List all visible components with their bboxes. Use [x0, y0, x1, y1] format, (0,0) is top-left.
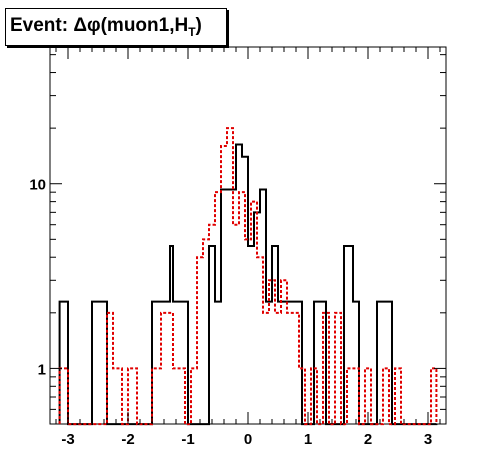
title-subscript: T — [188, 24, 196, 39]
title-box: Event: Δφ(muon1,HT) — [5, 8, 227, 46]
y-tick-label: 1 — [38, 361, 46, 378]
x-tick-label: 1 — [304, 431, 312, 448]
series-dashed-red — [58, 127, 438, 426]
title-close: ) — [195, 15, 202, 36]
chart-title: Event: Δφ(muon1,HT) — [10, 15, 202, 39]
title-main: Event: Δφ(muon1,H — [10, 15, 189, 36]
x-tick-label: 2 — [364, 431, 372, 448]
x-tick-label: 3 — [424, 431, 432, 448]
y-tick-label: 10 — [29, 177, 46, 194]
series-solid-black — [58, 143, 438, 426]
series-layer — [58, 127, 438, 426]
x-tick-label: -3 — [61, 431, 74, 448]
axis-layer: -3 -2 -1 0 1 2 3 1 10 — [29, 47, 446, 448]
x-tick-label: 0 — [244, 431, 252, 448]
x-tick-label: -2 — [121, 431, 134, 448]
x-tick-label: -1 — [181, 431, 194, 448]
